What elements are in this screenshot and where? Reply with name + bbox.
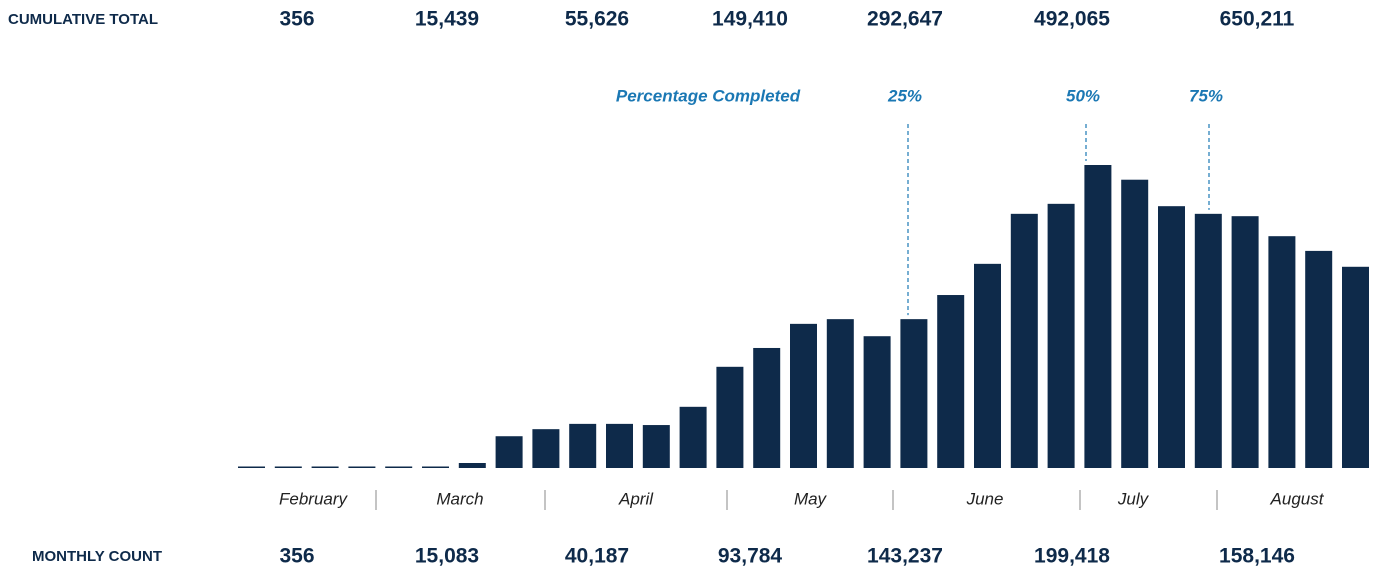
bar [679, 406, 707, 468]
bar [606, 423, 633, 468]
bar [1194, 213, 1222, 468]
bar [348, 466, 376, 468]
cumulative-value: 15,439 [415, 8, 479, 31]
bar [1231, 216, 1259, 468]
month-label: June [966, 489, 1004, 508]
bar [1084, 165, 1112, 468]
bar [753, 347, 781, 468]
month-label: February [279, 489, 349, 508]
bar [974, 263, 1001, 468]
bar [826, 319, 854, 468]
monthly-value: 158,146 [1219, 545, 1295, 568]
bar [863, 336, 891, 468]
bar [532, 429, 560, 468]
month-label: July [1117, 489, 1150, 508]
percent-label: 25% [887, 86, 922, 105]
month-label: March [436, 489, 483, 508]
bar [716, 366, 744, 468]
bar [937, 295, 965, 468]
percent-label: 75% [1189, 86, 1223, 105]
bar [274, 466, 302, 468]
cumulative-label: CUMULATIVE TOTAL [8, 11, 158, 28]
cumulative-value: 356 [279, 8, 314, 31]
monthly-label: MONTHLY COUNT [32, 548, 162, 565]
bar [422, 466, 449, 468]
monthly-value: 356 [279, 545, 314, 568]
bar [1158, 206, 1185, 469]
cumulative-value: 292,647 [867, 8, 943, 31]
bar [385, 466, 413, 468]
bar [495, 436, 523, 468]
bar [790, 323, 817, 468]
cumulative-value: 650,211 [1220, 8, 1295, 31]
month-label: April [618, 489, 654, 508]
monthly-value: 199,418 [1034, 545, 1110, 568]
bar [1305, 250, 1333, 468]
bar [900, 319, 928, 468]
bar [1010, 213, 1038, 468]
annotation-label: Percentage Completed [616, 86, 801, 105]
month-label: May [794, 489, 828, 508]
bar [311, 466, 339, 468]
bar [1121, 179, 1149, 468]
cumulative-value: 55,626 [565, 8, 629, 31]
bar [1342, 266, 1369, 468]
monthly-value: 143,237 [867, 545, 943, 568]
bar [569, 423, 597, 468]
cumulative-value: 149,410 [712, 8, 788, 31]
cumulative-value: 492,065 [1034, 8, 1110, 31]
month-label: August [1270, 489, 1325, 508]
monthly-value: 15,083 [415, 545, 479, 568]
bar [458, 462, 486, 468]
bar [238, 466, 265, 468]
monthly-value: 40,187 [565, 545, 629, 568]
percent-label: 50% [1066, 86, 1100, 105]
bar [1047, 203, 1075, 469]
bar [642, 425, 670, 468]
bar [1268, 236, 1296, 468]
monthly-value: 93,784 [718, 545, 783, 568]
